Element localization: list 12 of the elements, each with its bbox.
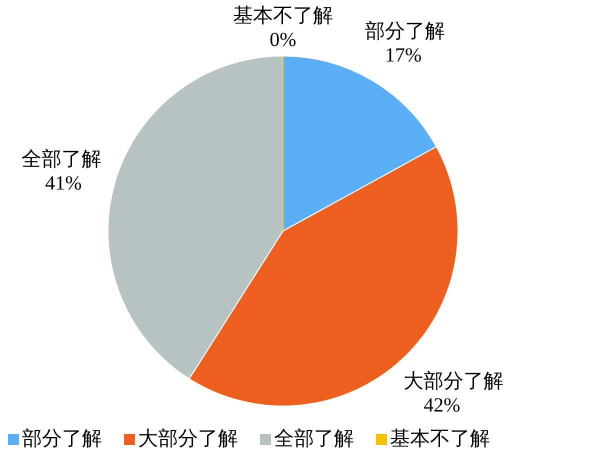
legend-label: 全部了解 [274, 428, 354, 450]
data-label: 42% [424, 394, 460, 416]
legend-label: 部分了解 [22, 428, 102, 450]
category-label: 基本不了解 [233, 5, 333, 27]
legend-label: 基本不了解 [390, 428, 490, 450]
text: 0% [270, 29, 296, 51]
slice-label: 全部了解 [22, 148, 102, 171]
slice-label: 部分了解 [364, 20, 445, 43]
data-label: 41% [45, 172, 82, 195]
legend-label: 大部分了解 [138, 428, 238, 450]
data-label: 17% [384, 44, 422, 67]
slice-label: 大部分了解 [404, 370, 504, 392]
